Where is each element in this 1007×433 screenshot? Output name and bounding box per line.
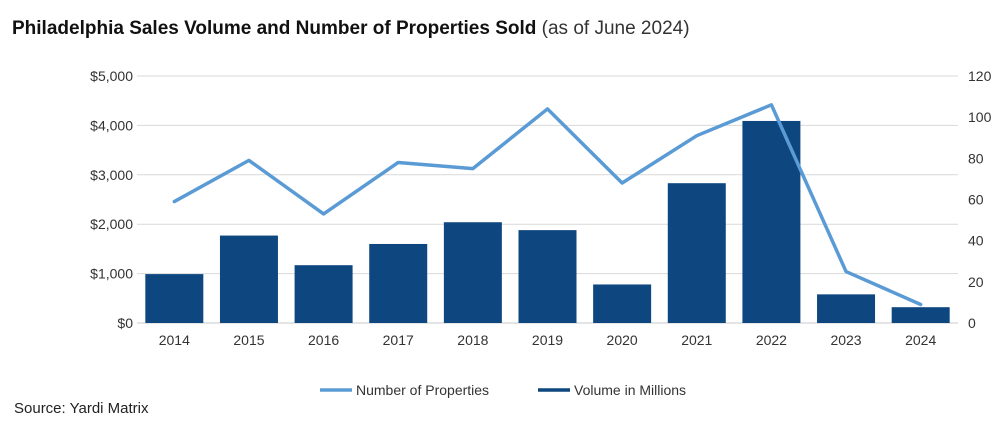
chart-title-main: Philadelphia Sales Volume and Number of … (12, 18, 537, 39)
right-axis-ticks: 0 20 40 60 80 100 120 (968, 68, 992, 331)
legend: Number of Properties Volume in Millions (320, 382, 686, 398)
chart-title: Philadelphia Sales Volume and Number of … (12, 18, 690, 40)
x-tick-label: 2017 (383, 332, 414, 348)
bar-2017 (369, 243, 428, 323)
left-tick-label: $2,000 (90, 216, 133, 232)
source-note: Source: Yardi Matrix (14, 400, 149, 417)
x-tick-label: 2021 (681, 332, 712, 348)
bar-2023 (817, 294, 876, 323)
right-tick-label: 80 (968, 150, 984, 166)
left-tick-label: $4,000 (90, 117, 133, 133)
right-tick-label: 40 (968, 233, 984, 249)
bar-2018 (443, 222, 502, 323)
right-tick-label: 120 (968, 68, 992, 84)
bar-2021 (667, 183, 726, 323)
chart-subtitle: (as of June 2024) (541, 18, 690, 39)
left-tick-label: $5,000 (90, 68, 133, 84)
bar-2015 (219, 235, 278, 323)
left-tick-label: $0 (117, 315, 133, 331)
bar-2022 (742, 120, 801, 323)
left-tick-label: $3,000 (90, 167, 133, 183)
x-tick-label: 2018 (457, 332, 488, 348)
bars (145, 120, 950, 323)
left-tick-label: $1,000 (90, 266, 133, 282)
bar-2016 (294, 265, 353, 323)
line-series (172, 103, 923, 307)
bar-2024 (891, 307, 950, 323)
legend-label-volume-in-millions: Volume in Millions (574, 382, 686, 398)
legend-label-number-of-properties: Number of Properties (356, 382, 489, 398)
x-tick-label: 2024 (905, 332, 936, 348)
x-tick-label: 2019 (532, 332, 563, 348)
x-tick-label: 2023 (830, 332, 861, 348)
right-tick-label: 100 (968, 109, 992, 125)
x-tick-label: 2020 (607, 332, 638, 348)
right-tick-label: 60 (968, 192, 984, 208)
bar-2020 (593, 284, 652, 323)
x-tick-label: 2014 (159, 332, 190, 348)
left-axis-ticks: $0 $1,000 $2,000 $3,000 $4,000 $5,000 (90, 68, 133, 331)
x-axis-ticks: 2014 2015 2016 2017 2018 2019 2020 2021 2022 2023… (159, 332, 937, 348)
bar-2019 (518, 230, 577, 323)
x-tick-label: 2015 (233, 332, 264, 348)
right-tick-label: 0 (968, 315, 976, 331)
right-tick-label: 20 (968, 274, 984, 290)
x-tick-label: 2022 (756, 332, 787, 348)
bar-2014 (145, 274, 204, 323)
x-tick-label: 2016 (308, 332, 339, 348)
